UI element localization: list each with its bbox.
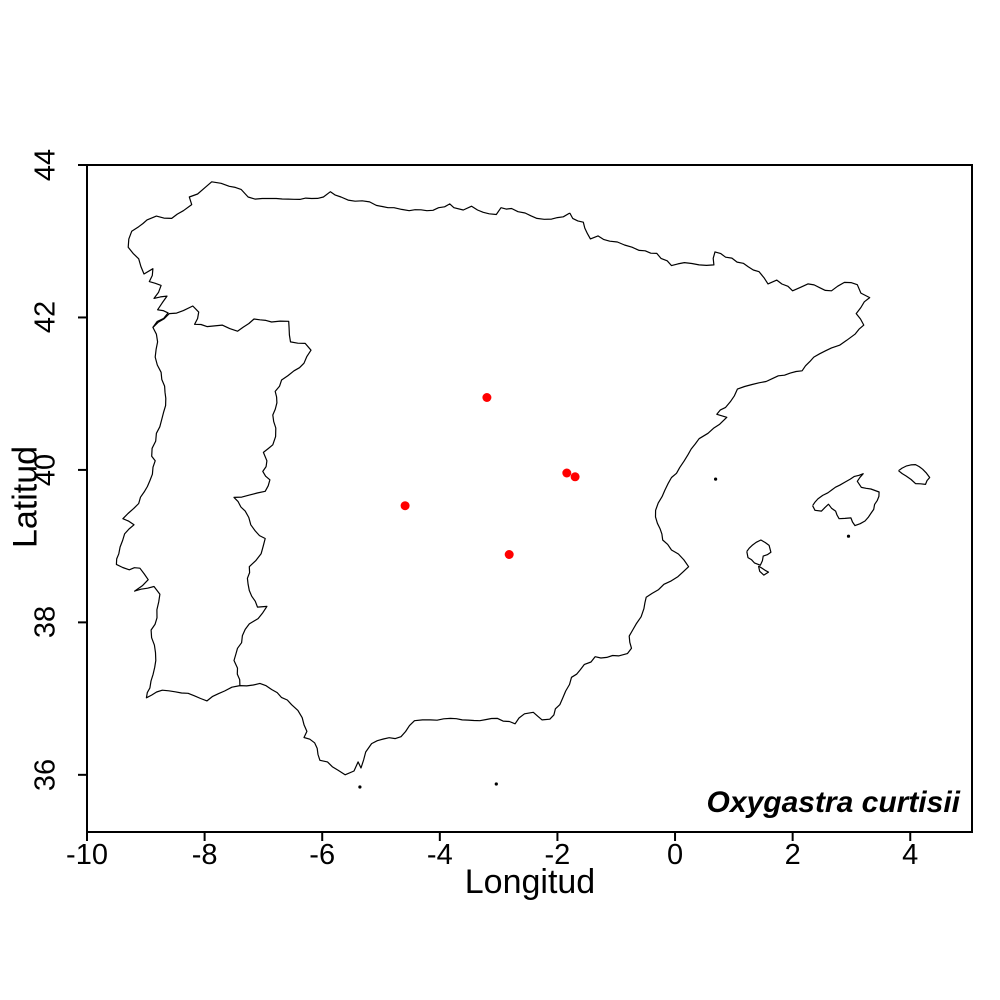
x-tick-label: 0 [666, 839, 684, 871]
y-tick-label: 38 [29, 606, 62, 639]
ibiza-coastline [746, 539, 772, 566]
islet-mark [714, 477, 718, 481]
occurrence-point [482, 393, 492, 402]
species-annotation: Oxygastra curtisii [706, 786, 960, 819]
islet-mark [494, 782, 498, 786]
mallorca-coastline [812, 473, 880, 527]
y-tick-label: 42 [29, 301, 62, 334]
x-tick-label: -4 [426, 839, 453, 871]
y-tick-label: 36 [29, 758, 62, 791]
islet-mark [846, 534, 851, 538]
occurrence-point [504, 550, 514, 559]
x-tick-label: -10 [66, 839, 108, 871]
x-tick-label: 4 [902, 839, 919, 871]
occurrence-point [400, 501, 410, 511]
plot-box [86, 164, 973, 833]
x-axis-title: Longitud [464, 863, 596, 901]
x-tick-label: -6 [309, 839, 336, 871]
x-tick-label: -2 [544, 839, 571, 871]
occurrence-point [570, 472, 580, 482]
y-tick-label: 40 [29, 453, 62, 487]
menorca-coastline [898, 464, 931, 485]
x-tick-label: 2 [784, 839, 801, 871]
iberia-coastline [115, 181, 871, 776]
y-tick-label: 44 [29, 148, 62, 182]
portugal-spain-border [152, 305, 312, 686]
x-tick-label: -8 [191, 839, 218, 871]
islet-mark [358, 785, 362, 789]
formentera-coastline [757, 565, 770, 576]
occurrence-point [562, 468, 572, 478]
